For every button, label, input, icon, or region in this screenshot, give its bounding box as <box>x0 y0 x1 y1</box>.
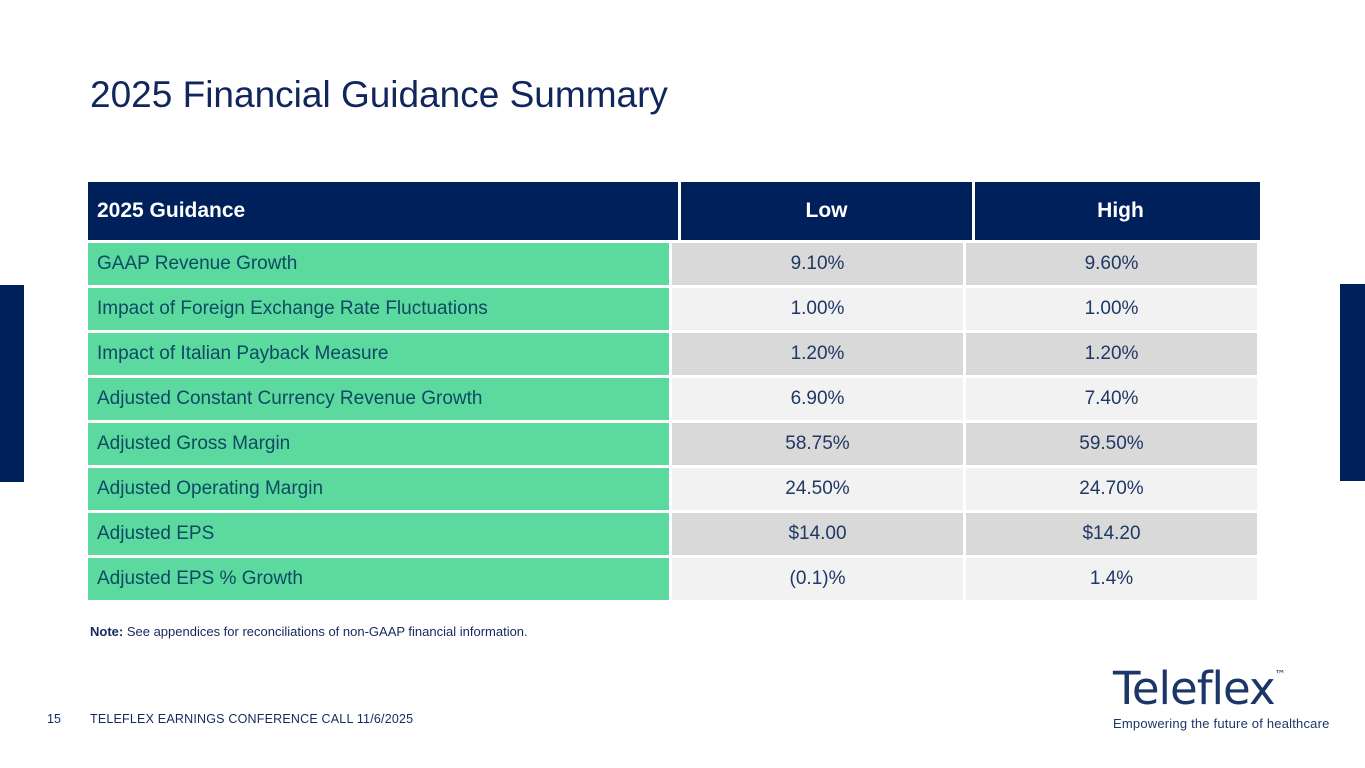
table-row: Impact of Italian Payback Measure 1.20% 1.… <box>88 333 1260 375</box>
header-guidance: 2025 Guidance <box>88 182 681 240</box>
row-low-value: 9.10% <box>672 243 963 285</box>
table-row: Adjusted Operating Margin 24.50% 24.70% <box>88 468 1260 510</box>
table-row: GAAP Revenue Growth 9.10% 9.60% <box>88 243 1260 285</box>
row-low-value: 6.90% <box>672 378 963 420</box>
row-high-value: 1.4% <box>966 558 1257 600</box>
row-label: Adjusted EPS % Growth <box>88 558 669 600</box>
row-high-value: 7.40% <box>966 378 1257 420</box>
table-body: GAAP Revenue Growth 9.10% 9.60% Impact of F… <box>88 243 1260 600</box>
row-label: Adjusted EPS <box>88 513 669 555</box>
teleflex-wordmark-text: Teleflex <box>1113 662 1276 715</box>
right-accent-bar <box>1340 284 1365 481</box>
footnote-label: Note: <box>90 624 124 639</box>
row-low-value: 24.50% <box>672 468 963 510</box>
row-low-value: 1.20% <box>672 333 963 375</box>
guidance-table: 2025 Guidance Low High GAAP Revenue Grow… <box>88 182 1260 603</box>
row-high-value: 59.50% <box>966 423 1257 465</box>
teleflex-tagline: Empowering the future of healthcare <box>1113 716 1330 731</box>
row-low-value: 58.75% <box>672 423 963 465</box>
footnote: Note: See appendices for reconciliations… <box>90 624 528 639</box>
table-row: Adjusted Constant Currency Revenue Growt… <box>88 378 1260 420</box>
table-row: Adjusted EPS % Growth (0.1)% 1.4% <box>88 558 1260 600</box>
row-high-value: $14.20 <box>966 513 1257 555</box>
row-high-value: 1.00% <box>966 288 1257 330</box>
row-label: Adjusted Constant Currency Revenue Growt… <box>88 378 669 420</box>
row-high-value: 24.70% <box>966 468 1257 510</box>
row-label: GAAP Revenue Growth <box>88 243 669 285</box>
row-high-value: 1.20% <box>966 333 1257 375</box>
row-low-value: $14.00 <box>672 513 963 555</box>
page-title: 2025 Financial Guidance Summary <box>90 74 668 115</box>
row-high-value: 9.60% <box>966 243 1257 285</box>
header-high: High <box>1097 199 1144 222</box>
table-row: Impact of Foreign Exchange Rate Fluctuat… <box>88 288 1260 330</box>
row-label: Impact of Foreign Exchange Rate Fluctuat… <box>88 288 669 330</box>
header-low: Low <box>681 182 975 240</box>
row-low-value: (0.1)% <box>672 558 963 600</box>
table-header-row: 2025 Guidance Low High <box>88 182 1260 240</box>
row-label: Impact of Italian Payback Measure <box>88 333 669 375</box>
footer-text: TELEFLEX EARNINGS CONFERENCE CALL 11/6/2… <box>90 712 414 726</box>
table-row: Adjusted Gross Margin 58.75% 59.50% <box>88 423 1260 465</box>
trademark-symbol: ™ <box>1274 668 1286 681</box>
left-accent-bar <box>0 285 24 482</box>
footnote-text: See appendices for reconciliations of no… <box>123 624 528 639</box>
row-label: Adjusted Gross Margin <box>88 423 669 465</box>
row-label: Adjusted Operating Margin <box>88 468 669 510</box>
row-low-value: 1.00% <box>672 288 963 330</box>
table-row: Adjusted EPS $14.00 $14.20 <box>88 513 1260 555</box>
teleflex-wordmark: Teleflex™ <box>1113 650 1328 714</box>
page-number: 15 <box>47 712 61 726</box>
teleflex-logo: Teleflex™ Empowering the future of healt… <box>1113 650 1330 732</box>
